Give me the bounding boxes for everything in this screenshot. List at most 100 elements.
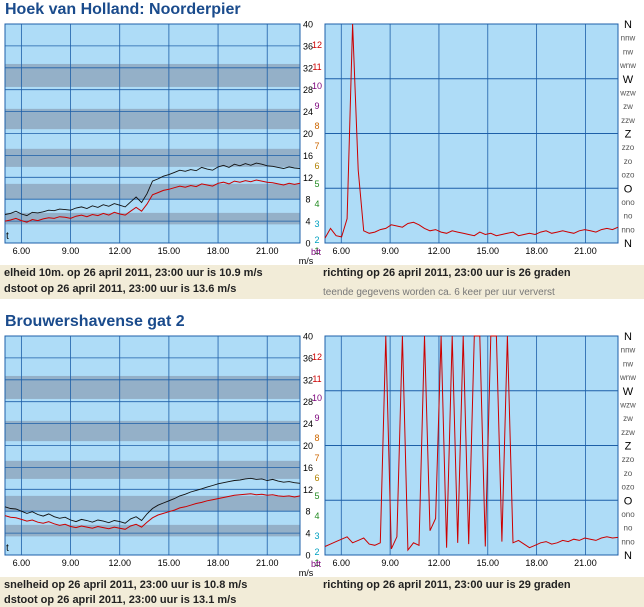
time-tick-label: 21.00 [574,558,597,568]
compass-tick-label: nw [623,47,633,56]
time-tick-label: 12.00 [108,558,131,568]
compass-tick-label: zw [623,414,633,423]
ms-tick-label: 32 [303,63,313,73]
direction-caption: richting op 26 april 2011, 23:00 uur is … [323,267,571,279]
caption-box: elheid 10m. op 26 april 2011, 23:00 uur … [0,265,644,299]
ms-tick-label: 24 [303,107,313,117]
compass-tick-label: nw [623,359,633,368]
compass-tick-label: nnw [621,346,636,355]
time-tick-label: 6.00 [333,246,351,256]
direction-series-line [324,23,619,239]
bft-tick-label: 11 [312,374,321,384]
bft-tick-label: 12 [312,40,322,50]
time-tick-label: 6.00 [13,558,31,568]
compass-tick-label: wnw [619,61,636,70]
compass-tick-label: W [623,74,634,86]
compass-tick-label: ono [621,198,635,207]
beaufort-band [5,495,300,512]
compass-tick-label: ozo [622,171,635,180]
compass-tick-label: nno [621,537,635,546]
bft-tick-label: 3 [314,219,319,229]
gust-series-line [4,477,301,524]
bft-tick-label: 2 [314,235,319,245]
beaufort-band [5,524,300,537]
station-title: Brouwershavense gat 2 [5,313,185,330]
beaufort-band [5,183,300,200]
ms-tick-label: 32 [303,375,313,385]
bft-tick-label: 9 [314,101,319,111]
ms-tick-label: 0 [305,239,310,249]
bft-tick-label: 4 [314,511,319,521]
compass-tick-label: ono [621,510,635,519]
speed-caption: elheid 10m. op 26 april 2011, 23:00 uur … [4,267,263,279]
time-tick-label: 15.00 [158,558,181,568]
ms-tick-label: 40 [303,20,313,30]
compass-tick-label: nno [621,225,635,234]
gust-caption: dstoot op 26 april 2011, 23:00 uur is 13… [4,594,237,606]
bft-tick-label: 6 [314,161,319,171]
time-tick-label: 15.00 [477,246,500,256]
speed-series-line [4,179,301,223]
ms-tick-label: 8 [305,507,310,517]
compass-tick-label: O [624,183,633,195]
bft-tick-label: 11 [312,62,321,72]
ms-tick-label: 20 [303,129,313,139]
wind-speed-chart: 40 36 32 28 24 20 16 12 8 4 0 12 11 10 9 8 7 6 5 4 3 2 1 bft m/s… [0,329,325,577]
compass-tick-label: wzw [619,400,636,409]
ms-tick-label: 24 [303,419,313,429]
ms-tick-label: 28 [303,85,313,95]
time-tick-label: 15.00 [477,558,500,568]
beaufort-band [5,63,300,87]
compass-tick-label: zo [624,469,633,478]
gust-caption: dstoot op 26 april 2011, 23:00 uur is 13… [4,283,237,295]
compass-tick-label: zo [624,157,633,166]
time-tick-label: 6.00 [13,246,31,256]
time-tick-label: 9.00 [62,246,80,256]
compass-tick-label: no [624,524,633,533]
plot-frame [324,335,619,556]
corner-label: t [6,231,9,242]
bft-tick-label: 7 [314,141,319,151]
ms-tick-label: 36 [303,353,313,363]
compass-tick-label: zw [623,102,633,111]
bft-tick-label: 3 [314,531,319,541]
gust-series-line [4,162,301,217]
bft-unit-label: bft [311,247,322,257]
beaufort-band [5,108,300,130]
ms-tick-label: 16 [303,463,313,473]
ms-tick-label: 8 [305,195,310,205]
ms-tick-label: 16 [303,151,313,161]
time-tick-label: 12.00 [428,558,451,568]
compass-tick-label: ozo [622,483,635,492]
time-tick-label: 18.00 [525,246,548,256]
bft-tick-label: 5 [314,179,319,189]
bft-tick-label: 1 [314,246,319,256]
bft-tick-label: 9 [314,413,319,423]
time-tick-label: 21.00 [256,558,279,568]
time-tick-label: 6.00 [333,558,351,568]
refresh-note: teende gegevens worden ca. 6 keer per uu… [323,287,555,298]
compass-tick-label: W [623,386,634,398]
time-tick-label: 12.00 [108,246,131,256]
ms-tick-label: 28 [303,397,313,407]
ms-tick-label: 20 [303,441,313,451]
bft-tick-label: 5 [314,491,319,501]
bft-tick-label: 10 [312,393,322,403]
bft-tick-label: 12 [312,352,322,362]
plot-frame [4,335,301,556]
wind-speed-chart: 40 36 32 28 24 20 16 12 8 4 0 12 11 10 9 8 7 6 5 4 3 2 1 bft m/s… [0,17,325,265]
compass-tick-label: Z [625,129,632,141]
compass-tick-label: N [624,331,632,343]
bft-unit-label: bft [311,559,322,569]
compass-tick-label: zzo [622,455,635,464]
compass-tick-label: wzw [619,88,636,97]
compass-tick-label: N [624,550,632,562]
compass-tick-label: wnw [619,373,636,382]
ms-tick-label: 4 [305,529,310,539]
time-tick-label: 18.00 [207,558,230,568]
ms-tick-label: 4 [305,217,310,227]
bft-tick-label: 4 [314,199,319,209]
caption-box: snelheid op 26 april 2011, 23:00 uur is … [0,577,644,607]
